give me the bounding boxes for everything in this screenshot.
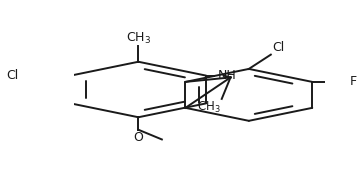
Text: Cl: Cl: [6, 69, 18, 82]
Text: NH: NH: [217, 69, 236, 82]
Text: O: O: [134, 131, 143, 144]
Text: F: F: [350, 75, 357, 88]
Text: Cl: Cl: [272, 41, 284, 54]
Text: CH$_3$: CH$_3$: [197, 100, 220, 115]
Text: CH$_3$: CH$_3$: [126, 31, 151, 46]
